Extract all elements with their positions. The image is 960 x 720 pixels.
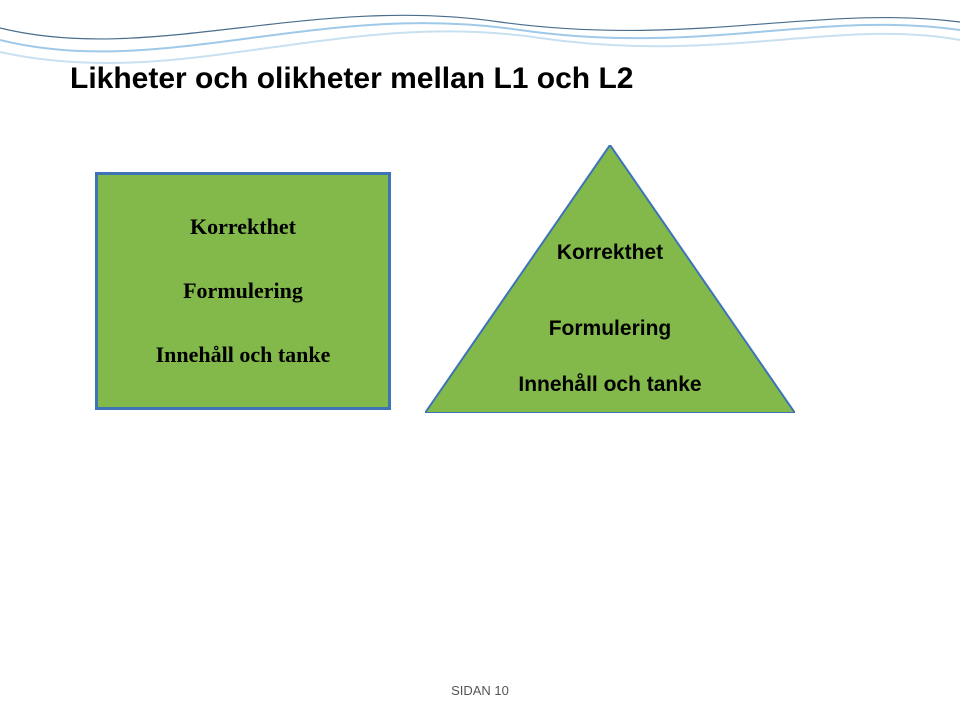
tri-line-3: Innehåll och tanke	[425, 373, 795, 397]
slide-title: Likheter och olikheter mellan L1 och L2	[70, 62, 633, 96]
rect-line-3: Innehåll och tanke	[98, 343, 388, 367]
tri-line-1: Korrekthet	[425, 241, 795, 265]
page-number: SIDAN 10	[0, 683, 960, 698]
rect-line-1: Korrekthet	[98, 215, 388, 239]
slide: Likheter och olikheter mellan L1 och L2 …	[0, 0, 960, 720]
rectangle-shape: Korrekthet Formulering Innehåll och tank…	[95, 172, 391, 410]
triangle-shape: Korrekthet Formulering Innehåll och tank…	[425, 145, 795, 413]
rect-line-2: Formulering	[98, 279, 388, 303]
tri-line-2: Formulering	[425, 317, 795, 341]
